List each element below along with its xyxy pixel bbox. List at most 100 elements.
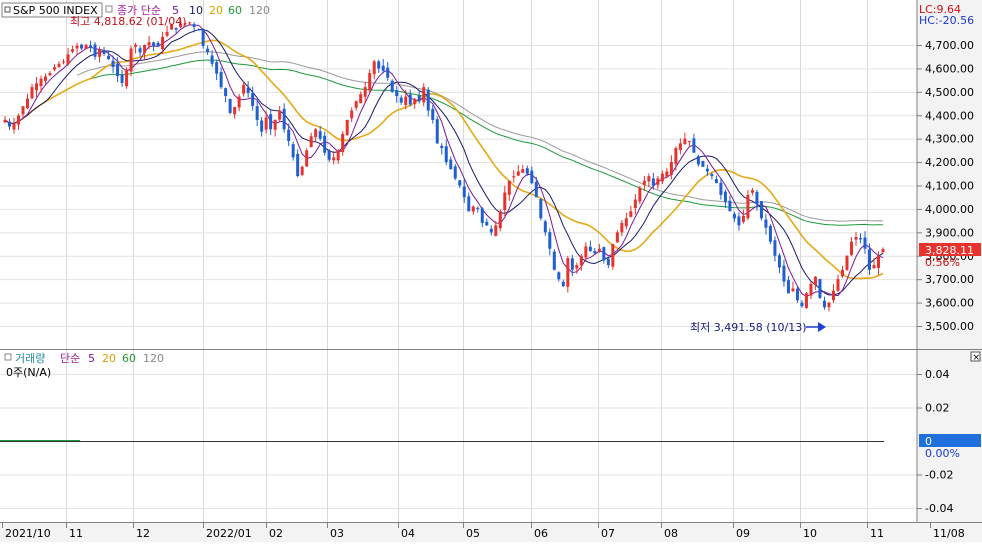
candle-body: [705, 168, 709, 172]
ma-legend-60: 60: [228, 4, 242, 17]
volume-title: 거래량: [15, 352, 45, 365]
candle-body: [822, 300, 826, 308]
candle-body: [467, 196, 471, 212]
candle-body: [881, 249, 885, 253]
candle-body: [354, 101, 358, 108]
candle-body: [746, 194, 750, 219]
candle-body: [516, 171, 520, 176]
candle-body: [683, 138, 687, 145]
ma-legend-5: 5: [172, 4, 179, 17]
candle-body: [674, 148, 678, 164]
candle-body: [377, 61, 381, 69]
candle-body: [642, 180, 646, 185]
candle-body: [219, 72, 223, 88]
candle-body: [197, 29, 201, 31]
candle-body: [503, 192, 507, 211]
y-tick-label: 4,500.00: [925, 86, 974, 99]
candle-body: [768, 225, 772, 242]
candle-body: [651, 178, 655, 186]
x-tick-label: 05: [466, 527, 480, 540]
candle-body: [75, 45, 79, 49]
volume-y-tick-label: -0.02: [925, 469, 953, 482]
candle-body: [192, 24, 196, 27]
x-tick-label: 2021/10: [5, 527, 51, 540]
candle-body: [656, 178, 660, 185]
candlestick-series: [3, 17, 885, 312]
high-annotation: 최고 4,818.62 (01/04): [70, 15, 187, 28]
candle-body: [809, 283, 813, 296]
candle-body: [804, 293, 808, 308]
candle-body: [543, 221, 547, 233]
symbol-box[interactable]: [1, 2, 103, 18]
ma10-line: [4, 28, 884, 296]
y-tick-label: 3,700.00: [925, 273, 974, 286]
candle-body: [525, 168, 529, 174]
candle-body: [440, 145, 444, 149]
candle-body: [53, 67, 57, 70]
ma-legend-120: 120: [249, 4, 270, 17]
main-legend: S&P 500 INDEX 종가 단순 5 10 20 60 120: [1, 2, 270, 18]
candle-body: [233, 107, 237, 115]
candle-body: [512, 176, 516, 178]
zero-pct-label: 0.00%: [925, 447, 960, 460]
candle-body: [426, 89, 430, 111]
candle-body: [737, 216, 741, 226]
candle-body: [98, 49, 102, 57]
candle-body: [341, 133, 345, 153]
candle-body: [782, 265, 786, 282]
candle-body: [480, 208, 484, 223]
candle-body: [719, 182, 723, 195]
y-tick-label: 4,600.00: [925, 62, 974, 75]
candle-body: [111, 60, 115, 68]
x-tick-label: 02: [269, 527, 283, 540]
candle-body: [269, 114, 273, 130]
y-tick-label: 3,600.00: [925, 297, 974, 310]
candle-body: [471, 206, 475, 212]
candle-body: [21, 106, 25, 115]
candle-body: [602, 247, 606, 261]
candle-body: [359, 94, 363, 104]
sub-gridlines: [0, 350, 917, 522]
candle-body: [8, 121, 12, 127]
candle-body: [701, 160, 705, 167]
x-tick-label: 08: [664, 527, 678, 540]
candle-body: [548, 232, 552, 249]
y-tick-label: 4,000.00: [925, 203, 974, 216]
ma60-line: [4, 59, 884, 226]
candle-body: [665, 171, 669, 177]
candle-body: [336, 150, 340, 161]
candle-body: [246, 87, 250, 94]
candle-body: [570, 258, 574, 270]
last-change-label: 0.56%: [925, 256, 960, 269]
candle-body: [327, 150, 331, 160]
candle-body: [174, 27, 178, 30]
x-tick-label: 2022/01: [206, 527, 252, 540]
candle-body: [296, 153, 300, 177]
candle-body: [584, 246, 588, 258]
candle-body: [417, 95, 421, 102]
candle-body: [530, 170, 534, 184]
candle-body: [201, 28, 205, 46]
candle-body: [206, 48, 210, 53]
candle-body: [161, 36, 165, 50]
candle-body: [282, 108, 286, 130]
candle-body: [863, 237, 867, 249]
candle-body: [422, 87, 426, 103]
candle-body: [813, 276, 817, 285]
candle-body: [444, 146, 448, 163]
y-tick-label: 3,500.00: [925, 320, 974, 333]
candle-body: [264, 117, 268, 130]
candle-body: [710, 174, 714, 177]
candle-body: [611, 244, 615, 267]
candle-body: [597, 248, 601, 252]
candle-body: [318, 131, 322, 139]
candle-body: [332, 157, 336, 161]
candle-body: [372, 61, 376, 75]
candle-body: [696, 156, 700, 165]
last-price-box: [919, 243, 981, 256]
close-panel-button[interactable]: [970, 351, 981, 362]
y-tick-label: 4,100.00: [925, 180, 974, 193]
candle-body: [278, 110, 282, 120]
candle-body: [224, 88, 228, 97]
